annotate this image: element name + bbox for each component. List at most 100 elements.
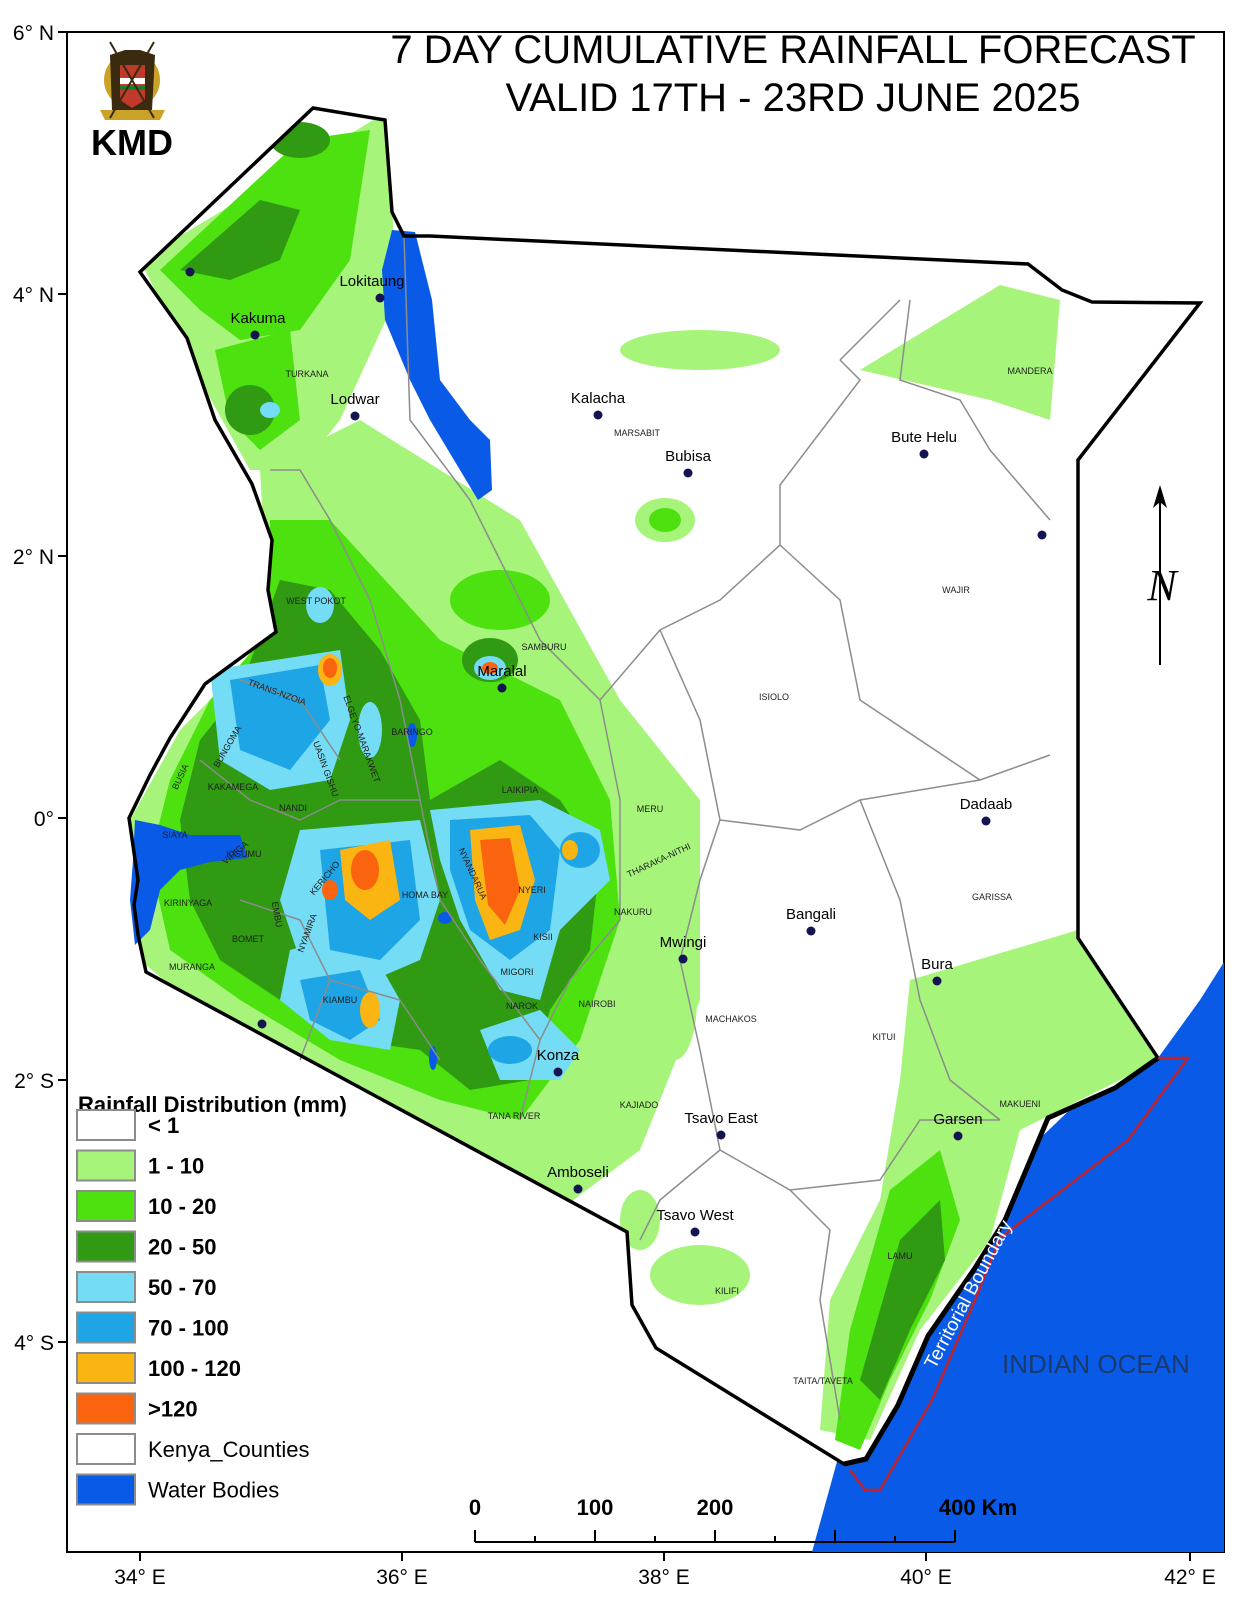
coastline (843, 1055, 1160, 1467)
county-label-kilifi: KILIFI (715, 1286, 739, 1296)
county-label-samburu: SAMBURU (521, 642, 566, 652)
lat-tick-label: 0° (34, 808, 54, 831)
scale-label-0: 0 (469, 1495, 481, 1520)
town-label-kakuma: Kakuma (230, 310, 286, 327)
legend-swatch-70-100 (76, 1311, 136, 1344)
town-label-tsavo-west: Tsavo West (656, 1207, 734, 1224)
lat-tick-label: 2° S (14, 1070, 54, 1093)
town-label-bangali: Bangali (786, 906, 836, 923)
scale-label-400: 400 Km (939, 1495, 1017, 1520)
territorial-boundary (849, 1056, 1191, 1492)
town-label-lodwar: Lodwar (330, 391, 379, 408)
county-boundaries (199, 235, 1051, 1421)
county-label-kiambu: KIAMBU (323, 995, 358, 1005)
legend-label-100-120: 100 - 120 (148, 1356, 241, 1381)
town-label-maralal: Maralal (477, 663, 526, 680)
county-label-nakuru: NAKURU (614, 907, 652, 917)
legend-label-50-70: 50 - 70 (148, 1275, 217, 1300)
county-label-nandi: NANDI (279, 803, 307, 813)
legend-label-70-100: 70 - 100 (148, 1316, 229, 1341)
town-marker-tsavo-west (690, 1227, 700, 1237)
county-label-kajiado: KAJIADO (620, 1100, 659, 1110)
county-label-muranga: MURANGA (169, 962, 215, 972)
lon-tick-label: 42° E (1164, 1566, 1216, 1589)
legend-swatch-1-10 (76, 1149, 136, 1182)
town-marker-bute-helu (919, 449, 929, 459)
legend-label-120: >120 (148, 1397, 198, 1422)
town-marker-bubisa (683, 468, 693, 478)
town-label-bubisa: Bubisa (665, 448, 712, 465)
county-label-turkana: TURKANA (285, 369, 328, 379)
lon-tick-label: 36° E (376, 1566, 428, 1589)
town-label-konza: Konza (537, 1047, 580, 1064)
town-marker-bangali (806, 926, 816, 936)
kenya-border (127, 106, 1204, 1466)
county-label-mandera: MANDERA (1007, 366, 1052, 376)
rainfall-layers (130, 110, 1160, 1450)
town-marker-lokitaung (375, 293, 385, 303)
town-label-bura: Bura (921, 956, 953, 973)
town-label-lokitaung: Lokitaung (339, 273, 404, 290)
county-label-meru: MERU (637, 804, 664, 814)
town-marker-kalacha (593, 410, 603, 420)
north-arrow-icon: N (1146, 485, 1179, 665)
county-label-kisumu: KISUMU (226, 849, 261, 859)
county-label-isiolo: ISIOLO (759, 692, 789, 702)
lon-tick-label: 40° E (900, 1566, 952, 1589)
county-label-baringo: BARINGO (391, 727, 433, 737)
ocean-label: INDIAN OCEAN (1002, 1349, 1190, 1379)
town-marker-lodwar (350, 411, 360, 421)
county-label-garissa: GARISSA (972, 892, 1012, 902)
county-label-wajir: WAJIR (942, 585, 970, 595)
town-marker-mwingi (678, 954, 688, 964)
town-marker-dadaab (981, 816, 991, 826)
town-marker-tsavo-east (716, 1130, 726, 1140)
unlabeled-town-marker (185, 267, 195, 277)
county-label-kitui: KITUI (872, 1032, 895, 1042)
latitude-ticks: 6° N 4° N 2° N 0° 2° S 4° S (13, 22, 67, 1355)
map-title-line2: VALID 17TH - 23RD JUNE 2025 (505, 76, 1080, 120)
town-marker-maralal (497, 683, 507, 693)
legend-label-10-20: 10 - 20 (148, 1194, 217, 1219)
lake-victoria (130, 820, 248, 945)
lat-tick-label: 6° N (13, 22, 54, 45)
county-label-machakos: MACHAKOS (705, 1014, 757, 1024)
county-label-makueni: MAKUENI (999, 1099, 1040, 1109)
town-label-dadaab: Dadaab (960, 796, 1013, 813)
legend-swatch-100-120 (76, 1352, 136, 1384)
legend-label-1: < 1 (148, 1113, 179, 1138)
town-label-amboseli: Amboseli (547, 1164, 609, 1181)
longitude-ticks: 34° E 36° E 38° E 40° E 42° E (114, 1552, 1216, 1589)
lake-naivasha (438, 912, 452, 924)
indian-ocean (812, 962, 1224, 1552)
unlabeled-town-marker (1037, 530, 1047, 540)
legend-swatch-1 (76, 1109, 136, 1141)
county-label-nairobi: NAIROBI (578, 999, 615, 1009)
kmd-logo-text: KMD (91, 122, 173, 163)
lat-tick-label: 2° N (13, 546, 54, 569)
county-label-embu: EMBU (270, 901, 284, 928)
town-markers: Lokitaung Kakuma Lodwar Kalacha Bubisa Bute H… (185, 267, 1047, 1237)
town-marker-garsen (953, 1131, 963, 1141)
town-marker-konza (553, 1067, 563, 1077)
county-label-west-pokot: WEST POKOT (286, 596, 346, 606)
county-label-siaya: SIAYA (162, 830, 187, 840)
legend-label-kenya-counties: Kenya_Counties (148, 1437, 309, 1462)
north-arrow-label: N (1146, 561, 1179, 610)
county-label-kirinyaga: KIRINYAGA (164, 898, 212, 908)
scale-label-200: 200 (697, 1495, 734, 1520)
county-label-lamu: LAMU (887, 1251, 912, 1261)
town-label-mwingi: Mwingi (660, 934, 707, 951)
county-label-migori: MIGORI (501, 967, 534, 977)
lon-tick-label: 34° E (114, 1566, 166, 1589)
scale-bar: 0 100 200 400 Km (469, 1495, 1017, 1543)
town-label-tsavo-east: Tsavo East (684, 1110, 758, 1127)
county-label-marsabit: MARSABIT (614, 428, 661, 438)
county-label-kisii: KISII (533, 932, 553, 942)
legend-label-20-50: 20 - 50 (148, 1235, 217, 1260)
town-marker-amboseli (573, 1184, 583, 1194)
lon-tick-label: 38° E (638, 1566, 690, 1589)
legend-swatch-water-bodies (76, 1473, 136, 1506)
